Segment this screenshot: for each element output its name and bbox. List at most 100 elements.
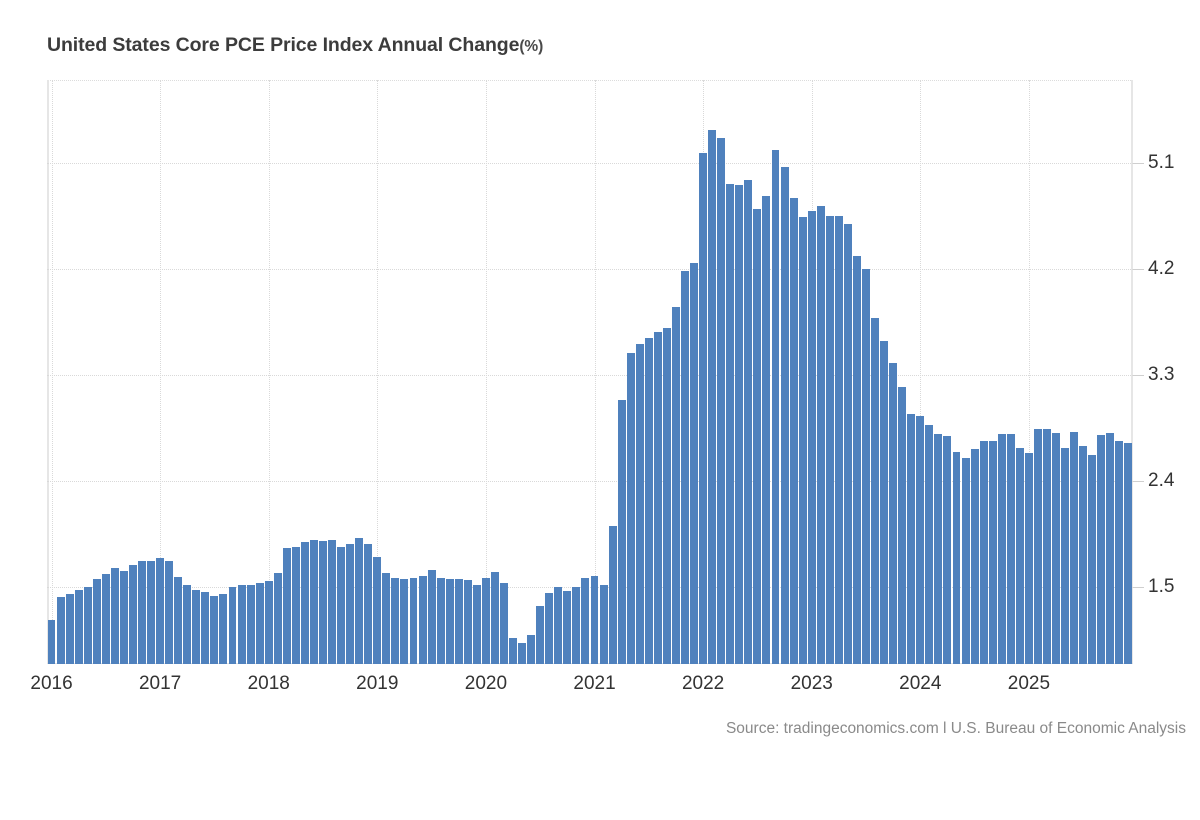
bar[interactable] (608, 525, 617, 664)
bar[interactable] (518, 642, 527, 664)
bar[interactable] (445, 579, 454, 664)
bar[interactable] (128, 564, 137, 664)
bar[interactable] (889, 363, 898, 664)
bar[interactable] (355, 537, 364, 664)
bar[interactable] (970, 449, 979, 664)
bar[interactable] (110, 568, 119, 664)
bar[interactable] (635, 344, 644, 664)
bar[interactable] (427, 569, 436, 664)
bar[interactable] (56, 596, 65, 664)
bar[interactable] (472, 584, 481, 664)
bar[interactable] (671, 306, 680, 664)
bar[interactable] (690, 262, 699, 664)
bar[interactable] (644, 338, 653, 664)
bar[interactable] (500, 582, 508, 664)
bar[interactable] (961, 457, 970, 664)
bar[interactable] (617, 399, 626, 664)
bar[interactable] (563, 590, 572, 664)
bar[interactable] (771, 149, 780, 664)
bar[interactable] (364, 543, 373, 664)
bar[interactable] (391, 577, 400, 664)
bar[interactable] (400, 579, 409, 664)
bar[interactable] (554, 587, 563, 664)
bar[interactable] (418, 575, 427, 664)
bar[interactable] (862, 268, 870, 664)
bar[interactable] (590, 575, 599, 664)
bar[interactable] (871, 318, 880, 664)
bar[interactable] (762, 195, 771, 664)
bar[interactable] (454, 579, 463, 664)
bar[interactable] (708, 129, 717, 664)
bar[interactable] (934, 433, 943, 664)
bar[interactable] (943, 436, 952, 664)
bar[interactable] (273, 573, 282, 664)
bar[interactable] (581, 577, 590, 664)
bar[interactable] (717, 137, 726, 664)
bar[interactable] (744, 180, 753, 664)
bar[interactable] (852, 255, 861, 664)
bar[interactable] (65, 594, 74, 664)
bar[interactable] (210, 595, 219, 664)
bar[interactable] (300, 542, 309, 664)
bar[interactable] (1097, 435, 1106, 664)
bar[interactable] (219, 594, 228, 664)
bar[interactable] (183, 584, 192, 664)
bar[interactable] (907, 413, 916, 664)
bar[interactable] (545, 593, 554, 664)
bar[interactable] (337, 547, 346, 664)
bar[interactable] (1115, 441, 1124, 664)
bar[interactable] (1106, 432, 1115, 664)
bar[interactable] (789, 197, 798, 664)
bar[interactable] (527, 634, 536, 664)
bar[interactable] (825, 215, 834, 664)
bar[interactable] (1033, 429, 1042, 664)
bar[interactable] (174, 576, 183, 664)
bar[interactable] (201, 592, 210, 664)
bar[interactable] (572, 587, 581, 664)
bar[interactable] (599, 584, 608, 664)
bar[interactable] (807, 210, 816, 664)
bar[interactable] (1070, 431, 1079, 664)
bar[interactable] (699, 153, 708, 664)
bar[interactable] (138, 561, 146, 664)
bar[interactable] (1052, 432, 1061, 664)
bar[interactable] (979, 441, 988, 664)
bar[interactable] (83, 587, 92, 664)
bar[interactable] (626, 352, 635, 664)
bar[interactable] (373, 556, 382, 664)
bar[interactable] (880, 340, 889, 664)
bar[interactable] (509, 638, 518, 664)
bar[interactable] (1124, 443, 1133, 664)
bar[interactable] (1006, 433, 1015, 664)
bar[interactable] (246, 584, 255, 664)
bar[interactable] (101, 574, 110, 664)
bar[interactable] (147, 561, 156, 664)
bar[interactable] (282, 548, 291, 664)
bar[interactable] (753, 208, 762, 664)
bar[interactable] (92, 579, 101, 664)
bar[interactable] (309, 540, 318, 664)
bar[interactable] (481, 577, 490, 664)
bar[interactable] (1015, 448, 1024, 664)
bar[interactable] (925, 424, 934, 664)
bar[interactable] (237, 584, 246, 664)
bar[interactable] (780, 167, 789, 664)
bar[interactable] (382, 573, 391, 664)
bar[interactable] (726, 183, 735, 664)
bar[interactable] (843, 223, 852, 664)
bar[interactable] (952, 451, 961, 664)
bar[interactable] (119, 570, 128, 664)
bar[interactable] (653, 332, 662, 664)
bar[interactable] (463, 580, 472, 664)
bar[interactable] (47, 620, 56, 664)
bar[interactable] (834, 215, 843, 664)
bar[interactable] (898, 386, 907, 664)
bar[interactable] (319, 541, 327, 664)
bar[interactable] (291, 547, 300, 664)
bar[interactable] (916, 416, 925, 664)
bar[interactable] (490, 571, 499, 664)
bar[interactable] (536, 606, 545, 664)
bar[interactable] (264, 581, 273, 664)
bar[interactable] (1024, 452, 1033, 664)
bar[interactable] (192, 589, 201, 664)
